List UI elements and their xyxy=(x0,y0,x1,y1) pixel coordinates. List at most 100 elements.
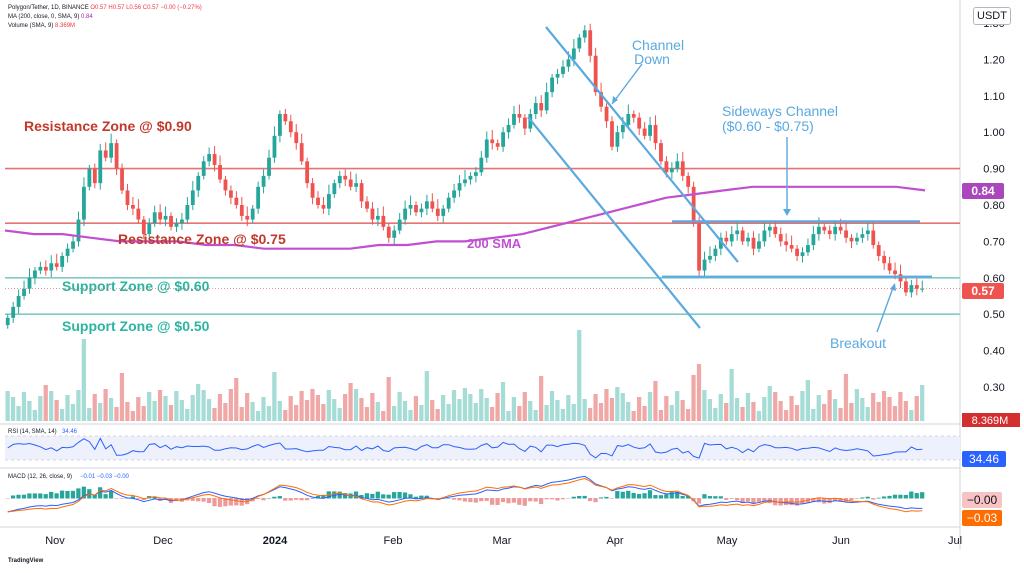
volume-bar xyxy=(10,397,16,421)
volume-bar xyxy=(566,395,571,421)
macd-hist-bar xyxy=(909,491,914,499)
macd-hist-bar xyxy=(680,495,685,499)
volume-bar xyxy=(898,392,903,421)
macd-hist-bar xyxy=(397,491,402,499)
volume-bar xyxy=(805,380,810,421)
candle-body xyxy=(120,168,124,191)
candle-body xyxy=(539,103,544,111)
macd-hist-label: −0.00 xyxy=(967,493,998,507)
macd-hist-bar xyxy=(457,498,462,501)
candle-body xyxy=(131,205,135,209)
macd-hist-bar xyxy=(370,493,375,499)
volume-bar xyxy=(70,404,76,421)
macd-hist-bar xyxy=(228,498,233,506)
volume-bar xyxy=(528,401,533,421)
rsi-line xyxy=(7,437,923,459)
volume-bar xyxy=(740,407,745,421)
volume-bar xyxy=(849,403,854,421)
volume-bar xyxy=(337,408,342,421)
candle-body xyxy=(637,117,642,129)
candle-body xyxy=(566,59,571,67)
volume-bar xyxy=(549,391,555,421)
volume-bar xyxy=(239,407,244,421)
macd-hist-bar xyxy=(10,495,16,499)
candle-body xyxy=(201,161,206,176)
macd-hist-bar xyxy=(119,498,125,499)
volume-bar xyxy=(843,374,849,421)
candle-body xyxy=(38,266,43,271)
macd-hist-bar xyxy=(136,498,141,499)
legend-symbol: Polygon/Tether, 1D, BINANCE O0.57 H0.57 … xyxy=(8,5,202,11)
macd-hist-bar xyxy=(544,498,549,500)
volume-bar xyxy=(631,411,636,421)
macd-hist-bar xyxy=(21,494,27,499)
volume-bar xyxy=(321,404,326,421)
volume-bar xyxy=(430,400,435,421)
candle-body xyxy=(648,124,652,136)
macd-hist-bar xyxy=(691,498,696,502)
candle-body xyxy=(370,208,375,220)
macd-hist-bar xyxy=(506,498,511,504)
macd-hist-bar xyxy=(876,497,881,499)
currency-button[interactable]: USDT xyxy=(973,7,1011,25)
candle-body xyxy=(620,124,625,133)
volume-bar xyxy=(538,376,544,421)
macd-hist-bar xyxy=(816,498,821,503)
volume-bar xyxy=(816,395,821,421)
macd-hist-bar xyxy=(800,498,805,504)
candle-body xyxy=(784,241,789,246)
volume-bar xyxy=(511,397,517,421)
candle-body xyxy=(691,186,696,224)
macd-hist-bar xyxy=(190,498,195,501)
candle-body xyxy=(876,245,881,256)
macd-hist-bar xyxy=(266,497,272,499)
volume-bar xyxy=(441,395,446,421)
macd-hist-bar xyxy=(413,496,419,499)
macd-hist-bar xyxy=(217,498,223,507)
volume-bar xyxy=(392,406,397,421)
macd-hist-bar xyxy=(402,492,408,499)
macd-hist-bar xyxy=(528,498,533,502)
candle-body xyxy=(757,241,761,249)
candle-body xyxy=(256,186,261,209)
candle-body xyxy=(375,215,380,220)
candle-body xyxy=(234,197,239,205)
candle-body xyxy=(588,30,593,56)
annotation-support-050: Support Zone @ $0.50 xyxy=(62,318,210,334)
macd-hist-bar xyxy=(255,498,261,500)
macd-hist-bar xyxy=(533,498,538,502)
macd-hist-bar xyxy=(54,493,59,499)
volume-bar xyxy=(457,399,462,421)
candle-body xyxy=(419,208,424,213)
candle-body xyxy=(724,237,729,242)
macd-hist-bar xyxy=(832,498,838,501)
candle-body xyxy=(490,139,495,144)
y-tick-label: 0.80 xyxy=(983,200,1004,212)
macd-hist-bar xyxy=(114,498,119,499)
candle-body xyxy=(435,208,440,216)
macd-hist-bar xyxy=(593,498,598,503)
candle-body xyxy=(855,237,859,242)
candle-body xyxy=(800,252,805,256)
volume-bar xyxy=(54,400,59,421)
candle-body xyxy=(218,164,222,180)
volume-bar xyxy=(832,399,838,421)
volume-bar xyxy=(381,411,386,421)
volume-bar xyxy=(713,408,718,421)
volume-bar xyxy=(909,410,914,421)
volume-bar xyxy=(114,407,119,421)
candle-body xyxy=(174,223,179,227)
candle-body xyxy=(561,66,565,74)
volume-bar xyxy=(397,392,402,421)
candle-body xyxy=(76,219,81,242)
volume-bar xyxy=(375,402,380,421)
macd-hist-bar xyxy=(702,494,707,499)
volume-bar xyxy=(76,390,81,421)
sideways-arrow-head xyxy=(783,209,791,216)
candle-body xyxy=(904,281,908,293)
price-label: 0.57 xyxy=(971,284,995,298)
candle-body xyxy=(816,226,821,235)
candle-body xyxy=(642,128,647,136)
macd-hist-bar xyxy=(854,498,859,499)
